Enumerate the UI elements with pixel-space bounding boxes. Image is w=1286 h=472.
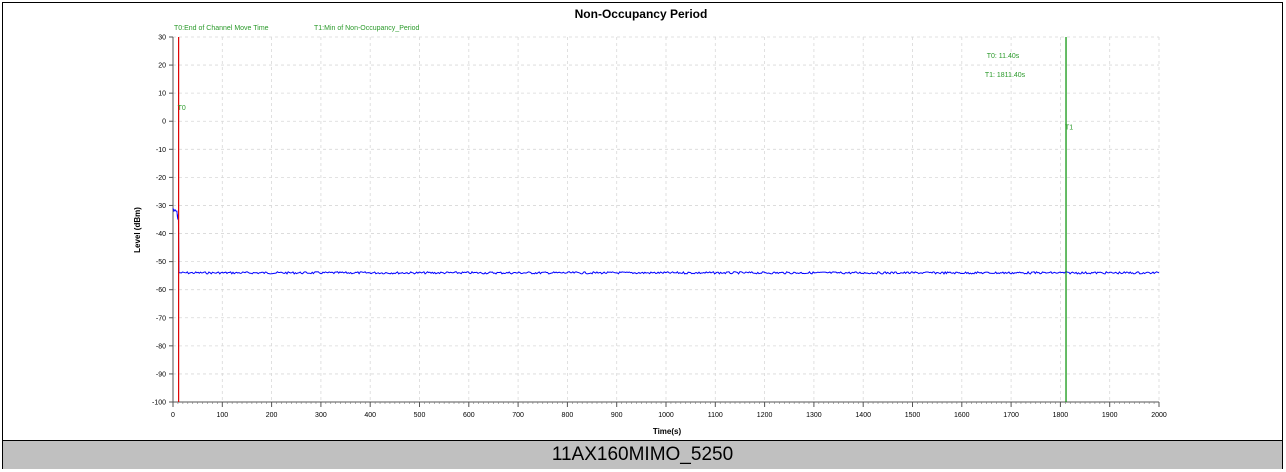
legend-entry-t0: T0:End of Channel Move Time <box>174 25 269 32</box>
x-tick-label: 1300 <box>806 412 822 419</box>
caption-bar: 11AX160MIMO_5250 <box>3 440 1282 469</box>
chart-caption: 11AX160MIMO_5250 <box>551 444 734 465</box>
x-tick-label: 1600 <box>954 412 970 419</box>
axes-layer: 0 100 200 300 400 500 600 700 800 900 1000 1100 1200… <box>152 35 1167 420</box>
series-layer <box>172 208 1160 275</box>
x-tick-label: 700 <box>512 412 524 419</box>
x-tick-label: 600 <box>463 412 475 419</box>
grid-layer <box>173 36 1160 402</box>
x-tick-label: 200 <box>266 412 278 419</box>
x-tick-label: 100 <box>216 412 228 419</box>
x-tick-label: 0 <box>171 412 175 419</box>
x-tick-label: 2000 <box>1151 412 1167 419</box>
x-tick-label: 400 <box>364 412 376 419</box>
annotation-t0-time: T0: 11.40s <box>987 53 1020 60</box>
x-tick-label: 1700 <box>1003 412 1019 419</box>
x-tick-label: 1400 <box>855 412 871 419</box>
chart-plot-area: 0 100 200 300 400 500 600 700 800 900 1000 1100 1200… <box>3 3 1282 439</box>
y-tick-label: -100 <box>152 400 166 407</box>
x-tick-label: 1500 <box>905 412 921 419</box>
y-tick-label: 30 <box>158 35 166 42</box>
x-tick-label: 1800 <box>1053 412 1069 419</box>
y-tick-label: -60 <box>156 287 166 294</box>
x-tick-label: 900 <box>611 412 623 419</box>
legend-entry-t1: T1:Min of Non-Occupancy_Period <box>314 25 420 32</box>
y-tick-label: -40 <box>156 231 166 238</box>
text-layer: Non-Occupancy Period Time(s) Level (dBm)… <box>133 7 1026 436</box>
annotation-t1-time: T1: 1811.40s <box>985 72 1026 79</box>
y-tick-label: -30 <box>156 203 166 210</box>
y-tick-label: 0 <box>162 119 166 126</box>
x-tick-label: 1000 <box>658 412 674 419</box>
y-tick-label: -70 <box>156 315 166 322</box>
marker-label-t1: T1 <box>1065 125 1073 132</box>
y-tick-label: 10 <box>158 91 166 98</box>
y-tick-label: -50 <box>156 259 166 266</box>
series-line <box>172 208 1160 275</box>
y-tick-label: -80 <box>156 343 166 350</box>
marker-layer: T0 T1 <box>178 37 1073 402</box>
chart-title: Non-Occupancy Period <box>575 7 708 21</box>
y-tick-label: 20 <box>158 63 166 70</box>
x-tick-label: 1100 <box>708 412 723 419</box>
x-tick-label: 800 <box>562 412 574 419</box>
y-tick-label: -90 <box>156 371 166 378</box>
x-tick-label: 300 <box>315 412 327 419</box>
y-tick-label: -20 <box>156 175 166 182</box>
x-tick-label: 1200 <box>757 412 773 419</box>
x-tick-label: 1900 <box>1102 412 1118 419</box>
x-tick-label: 500 <box>414 412 426 419</box>
marker-label-t0: T0 <box>178 105 186 112</box>
x-axis-label: Time(s) <box>653 427 682 436</box>
chart-svg: 0 100 200 300 400 500 600 700 800 900 1000 1100 1200… <box>133 7 1167 436</box>
y-tick-label: -10 <box>156 147 166 154</box>
y-axis-label: Level (dBm) <box>133 207 142 253</box>
